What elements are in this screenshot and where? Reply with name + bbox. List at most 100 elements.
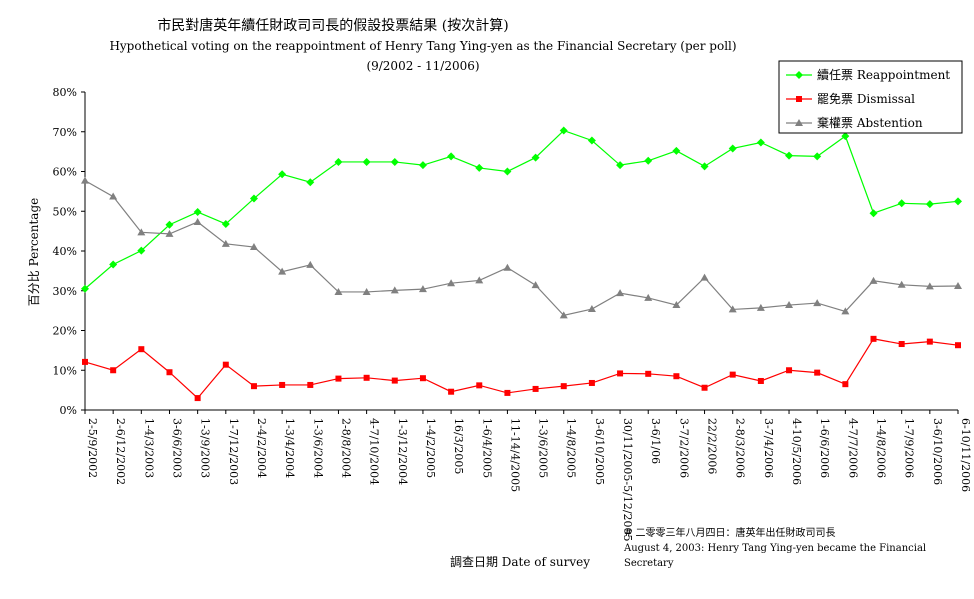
data-point-reappointment: [334, 157, 343, 166]
x-tick-label: 1-3/6/2005: [537, 418, 550, 478]
data-point-abstention: [109, 192, 118, 200]
annotation-line-1: # 二零零三年八月四日：唐英年出任財政司司長: [624, 526, 836, 539]
data-point-reappointment: [137, 246, 146, 255]
data-point-dismissal: [898, 341, 905, 348]
data-point-dismissal: [842, 381, 849, 388]
series-line-reappointment: [84, 129, 959, 290]
annotation-line-3: Secretary: [624, 558, 674, 569]
data-point-abstention: [616, 289, 625, 297]
data-point-dismissal: [588, 379, 595, 386]
annotation-line-2: August 4, 2003: Henry Tang Ying-yen beca…: [623, 543, 926, 554]
y-axis-label: 百分比 Percentage: [27, 198, 41, 307]
chart-title: 市民對唐英年續任財政司司長的假設投票結果 (按次計算): [157, 17, 508, 34]
y-tick-label: 60%: [53, 166, 77, 179]
data-point-dismissal: [532, 385, 539, 392]
x-tick-label: 1-6/6/2006: [818, 418, 831, 478]
data-point-reappointment: [81, 284, 89, 293]
data-point-reappointment: [249, 194, 258, 203]
series-line-dismissal: [84, 338, 959, 399]
y-tick-label: 30%: [53, 285, 77, 298]
x-tick-label: 1-3/6/2004: [311, 418, 324, 478]
data-point-dismissal: [476, 382, 483, 389]
data-point-abstention: [475, 276, 484, 284]
data-point-reappointment: [418, 161, 427, 170]
x-tick-label: 3-7/2/2006: [677, 418, 690, 478]
data-point-reappointment: [756, 138, 765, 147]
data-point-dismissal: [701, 384, 708, 391]
chart-subtitle: Hypothetical voting on the reappointment…: [109, 39, 736, 53]
x-tick-label: 1-7/12/2003: [227, 418, 240, 485]
data-point-reappointment: [897, 199, 906, 208]
data-point-abstention: [249, 243, 258, 251]
data-point-reappointment: [672, 146, 681, 155]
data-point-dismissal: [82, 358, 88, 365]
data-point-abstention: [418, 285, 427, 293]
data-point-abstention: [785, 301, 794, 309]
data-point-abstention: [531, 281, 540, 289]
y-tick-label: 0%: [60, 404, 77, 417]
data-point-dismissal: [250, 383, 257, 390]
x-tick-label: 4-10/5/2006: [790, 418, 803, 485]
data-point-reappointment: [109, 260, 118, 269]
y-tick-label: 80%: [53, 86, 77, 99]
data-point-dismissal: [194, 395, 201, 402]
data-point-reappointment: [841, 132, 850, 141]
data-point-dismissal: [673, 373, 680, 380]
x-tick-label: 30/11/2005-5/12/2005: [621, 418, 634, 542]
x-tick-label: 22/2/2006: [706, 418, 719, 474]
data-point-reappointment: [954, 197, 962, 206]
x-axis-label: 調查日期 Date of survey: [450, 555, 590, 569]
data-point-dismissal: [222, 361, 229, 368]
data-point-dismissal: [729, 371, 736, 378]
data-point-abstention: [869, 276, 878, 284]
data-point-reappointment: [390, 157, 399, 166]
data-point-reappointment: [925, 200, 934, 209]
data-point-dismissal: [926, 338, 933, 345]
data-point-reappointment: [587, 136, 596, 145]
data-point-dismissal: [419, 375, 426, 382]
x-tick-label: 2-6/12/2002: [114, 418, 127, 485]
data-point-abstention: [362, 287, 371, 295]
data-point-abstention: [193, 217, 202, 225]
x-tick-label: 1-4/2/2005: [424, 418, 437, 478]
data-point-dismissal: [645, 370, 652, 377]
x-tick-label: 3-6/10/2005: [593, 418, 606, 485]
data-point-reappointment: [531, 153, 540, 162]
x-tick-label: 1-4/8/2005: [565, 418, 578, 478]
x-tick-label: 1-7/9/2006: [903, 418, 916, 478]
x-tick-label: 1-3/12/2004: [396, 418, 409, 485]
x-tick-label: 2-8/8/2004: [339, 418, 352, 478]
x-tick-label: 11-14/4/2005: [508, 418, 521, 492]
x-tick-label: 16/3/2005: [452, 418, 465, 474]
data-point-abstention: [334, 287, 343, 295]
data-point-dismissal: [617, 370, 624, 377]
data-point-reappointment: [869, 209, 878, 218]
data-point-dismissal: [757, 377, 764, 384]
y-tick-label: 70%: [53, 126, 77, 139]
data-point-abstention: [137, 228, 146, 236]
data-point-abstention: [672, 301, 681, 309]
data-point-dismissal: [560, 383, 567, 390]
legend-box: [778, 60, 963, 134]
x-tick-label: 1-4/3/2003: [142, 418, 155, 478]
y-tick-label: 20%: [53, 325, 77, 338]
data-point-reappointment: [362, 157, 371, 166]
chart-period: (9/2002 - 11/2006): [366, 59, 479, 73]
data-point-dismissal: [814, 369, 821, 376]
x-tick-label: 1-6/4/2005: [480, 418, 493, 478]
data-point-abstention: [306, 260, 315, 268]
y-tick-label: 50%: [53, 205, 77, 218]
x-tick-label: 4-7/7/2006: [846, 418, 859, 478]
data-point-dismissal: [335, 375, 342, 382]
x-tick-label: 1-3/9/2003: [199, 418, 212, 478]
data-point-dismissal: [870, 335, 877, 342]
data-point-abstention: [644, 293, 653, 301]
legend-label-reappointment: 續任票 Reappointment: [817, 67, 950, 82]
data-point-dismissal: [279, 381, 286, 388]
data-point-abstention: [756, 303, 765, 311]
data-point-abstention: [221, 239, 230, 247]
data-point-reappointment: [813, 152, 822, 161]
data-point-reappointment: [559, 126, 568, 135]
data-point-reappointment: [165, 220, 174, 229]
series-line-abstention: [84, 180, 959, 317]
